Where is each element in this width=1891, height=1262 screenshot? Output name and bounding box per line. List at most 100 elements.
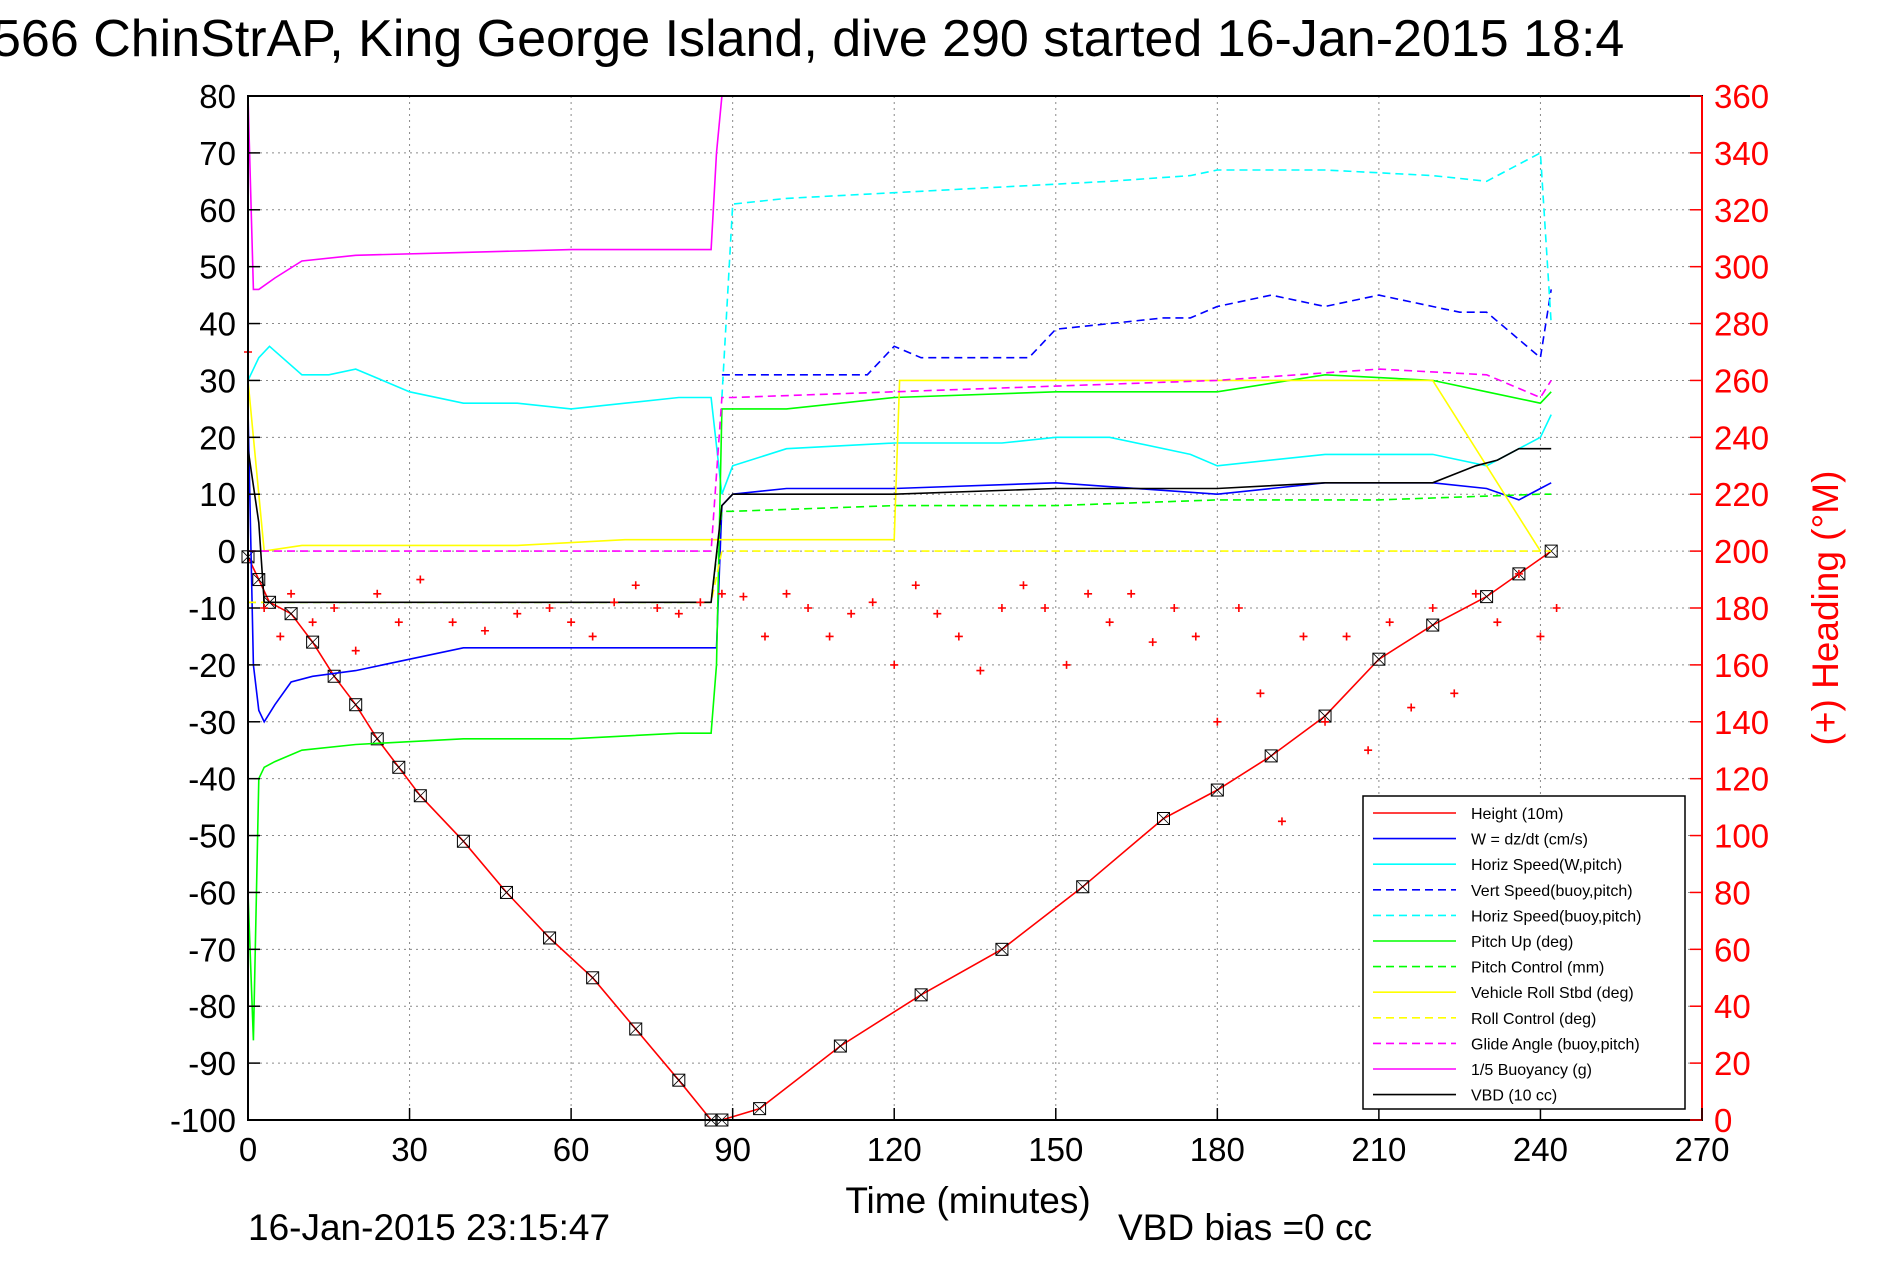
heading-marker [308, 618, 317, 627]
heading-marker [330, 604, 339, 612]
legend-entry-label: Roll Control (deg) [1471, 1011, 1596, 1028]
depth-marker-cross [1157, 812, 1170, 825]
heading-marker [373, 589, 382, 598]
depth-marker-cross [392, 761, 406, 774]
depth-marker [1264, 749, 1278, 763]
depth-marker [1544, 544, 1558, 558]
right-y-tick-label: 320 [1714, 192, 1769, 229]
heading-marker [260, 604, 269, 612]
y-tick-label: -30 [188, 704, 236, 741]
depth-marker [413, 789, 427, 803]
x-tick-label: 60 [553, 1131, 590, 1168]
legend-entry-label: Vert Speed(buoy,pitch) [1471, 883, 1633, 900]
series-vbd-10-cc [247, 447, 1552, 604]
depth-marker [833, 1039, 847, 1053]
y-tick-label: 70 [199, 135, 236, 172]
series-vert-speed-buoy-pitch [721, 289, 1552, 376]
right-y-tick-label: 40 [1714, 988, 1751, 1025]
right-y-tick-label: 80 [1714, 874, 1751, 911]
heading-marker [976, 666, 985, 675]
heading-marker [954, 632, 963, 641]
legend-entry-label: Horiz Speed(W,pitch) [1471, 857, 1622, 874]
heading-marker [1062, 660, 1071, 669]
heading-marker [1493, 618, 1502, 627]
heading-marker [1105, 618, 1114, 627]
x-tick-label: 0 [239, 1131, 257, 1168]
heading-marker [933, 609, 942, 618]
legend-entry-label: 1/5 Buoyancy (g) [1471, 1062, 1592, 1079]
heading-marker [696, 598, 705, 607]
heading-marker [1191, 632, 1200, 641]
heading-marker [1364, 746, 1373, 755]
y-tick-label: 50 [199, 249, 236, 286]
right-y-tick-label: 180 [1714, 590, 1769, 627]
heading-marker [911, 581, 920, 590]
right-y-tick-label: 260 [1714, 362, 1769, 399]
y-tick-label: -90 [188, 1045, 236, 1082]
legend-entry-label: Glide Angle (buoy,pitch) [1471, 1036, 1640, 1053]
right-y-tick-label: 220 [1714, 476, 1769, 513]
depth-marker-cross [753, 1102, 766, 1115]
heading-marker [804, 604, 813, 612]
depth-marker [672, 1073, 686, 1087]
depth-marker-cross [306, 635, 319, 649]
heading-marker [760, 632, 769, 641]
heading-marker [416, 575, 425, 584]
depth-marker [629, 1022, 643, 1036]
heading-marker [782, 589, 791, 598]
y-tick-label: -80 [188, 988, 236, 1025]
heading-marker [997, 604, 1006, 612]
x-tick-label: 120 [867, 1131, 922, 1168]
heading-marker [480, 626, 489, 635]
legend-entry-label: W = dz/dt (cm/s) [1471, 832, 1588, 849]
heading-marker [1084, 589, 1093, 598]
legend-box [1362, 795, 1686, 1110]
series-horiz-speed-buoy-pitch [721, 151, 1552, 398]
x-tick-label: 180 [1190, 1131, 1245, 1168]
depth-marker-cross [1076, 880, 1089, 894]
heading-marker [1277, 817, 1286, 826]
depth-marker-cross [1318, 709, 1332, 723]
depth-marker [327, 669, 341, 683]
right-y-tick-label: 280 [1714, 306, 1769, 343]
right-y-tick-label: 340 [1714, 135, 1769, 172]
y-tick-label: -70 [188, 931, 236, 968]
heading-marker [513, 609, 522, 618]
depth-marker [392, 760, 406, 774]
heading-marker [1127, 589, 1136, 598]
heading-marker [1407, 703, 1416, 712]
depth-marker-cross [284, 607, 298, 620]
depth-marker [1210, 783, 1224, 797]
heading-marker [1342, 632, 1351, 641]
y-tick-label: -40 [188, 761, 236, 798]
heading-marker [717, 589, 726, 598]
y-tick-label: 60 [199, 192, 236, 229]
right-y-tick-label: 360 [1714, 78, 1769, 115]
vbd-bias-label: VBD bias =0 cc [1118, 1207, 1372, 1248]
depth-marker-cross [1426, 618, 1440, 632]
left-y-axis: 80 70 60 50 40 30 20 10 0 -10 -20 -30 -40 -50 -60 -70 -8… [170, 78, 260, 1139]
heading-marker [868, 598, 877, 607]
heading-marker [1552, 604, 1561, 612]
depth-marker [1426, 618, 1440, 632]
y-tick-label: 20 [199, 419, 236, 456]
heading-marker [588, 632, 597, 641]
heading-marker [1514, 569, 1523, 578]
depth-marker-cross [1264, 749, 1278, 763]
depth-marker [284, 607, 298, 621]
right-y-tick-label: 300 [1714, 249, 1769, 286]
right-y-tick-label: 140 [1714, 704, 1769, 741]
y-tick-label: -50 [188, 818, 236, 855]
right-y-tick-label: 160 [1714, 647, 1769, 684]
y-tick-label: -20 [188, 647, 236, 684]
heading-marker [1471, 589, 1480, 598]
legend-entry-label: Pitch Up (deg) [1471, 934, 1573, 951]
depth-marker-cross [414, 789, 427, 803]
right-y-axis: 3603403203002802602402202001801601401201… [1690, 78, 1769, 1139]
x-tick-label: 90 [714, 1131, 751, 1168]
depth-marker-cross [543, 931, 556, 945]
legend: Height (10m) W = dz/dt (cm/s) Horiz Speed(… [1362, 795, 1686, 1110]
depth-marker-cross [834, 1039, 847, 1053]
series-height-10m [247, 550, 1552, 1121]
